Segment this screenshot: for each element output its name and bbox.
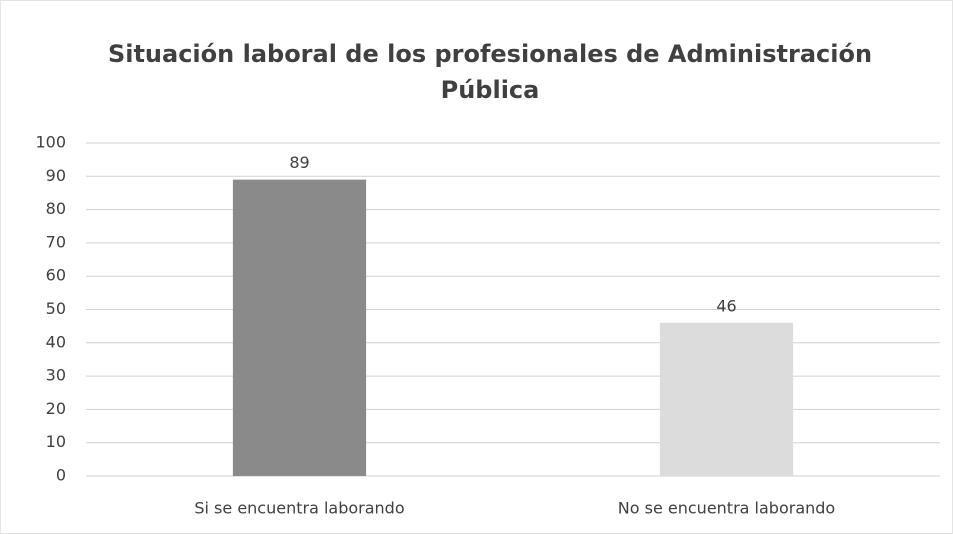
y-tick-label: 90 — [46, 166, 66, 185]
y-tick-label: 40 — [46, 332, 66, 351]
y-tick-label: 100 — [35, 133, 66, 152]
x-tick-label: Si se encuentra laborando — [194, 499, 404, 518]
y-tick-label: 80 — [46, 199, 66, 218]
bar — [232, 179, 367, 476]
y-tick-label: 0 — [56, 466, 66, 485]
y-tick-label: 10 — [46, 432, 66, 451]
data-label: 89 — [289, 153, 309, 172]
y-tick-label: 60 — [46, 266, 66, 285]
y-tick-label: 30 — [46, 366, 66, 385]
bar — [659, 322, 794, 476]
y-tick-label: 20 — [46, 399, 66, 418]
chart-title: Situación laboral de los profesionales d… — [107, 40, 873, 104]
y-tick-label: 50 — [46, 299, 66, 318]
data-label: 46 — [716, 296, 736, 315]
x-tick-label: No se encuentra laborando — [618, 499, 835, 518]
y-tick-label: 70 — [46, 232, 66, 251]
